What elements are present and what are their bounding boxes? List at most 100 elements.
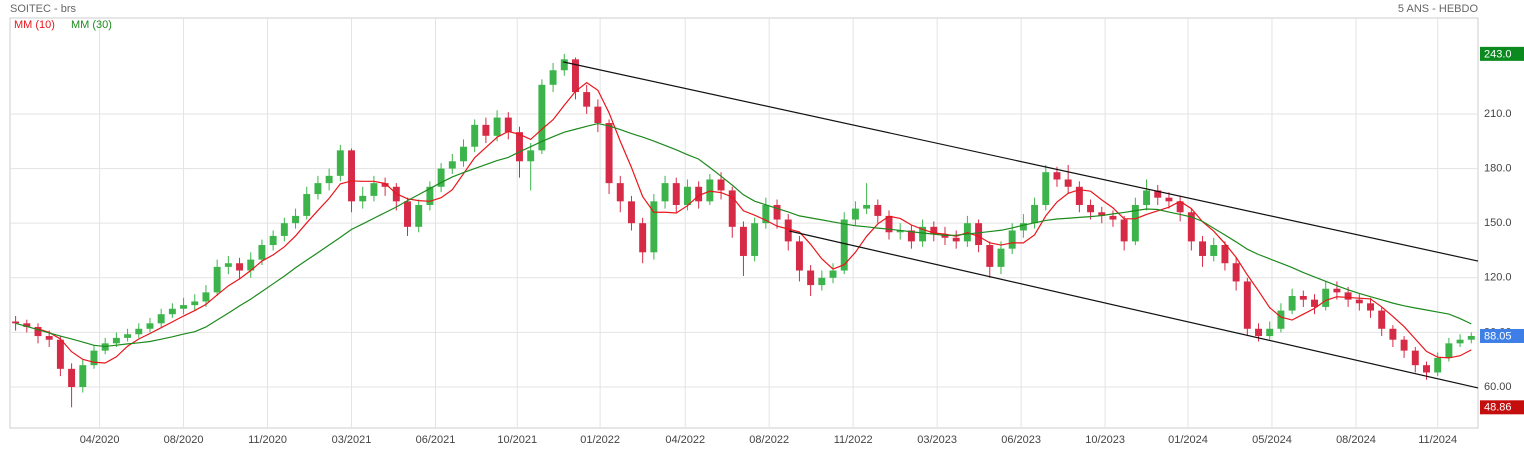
x-tick-label: 05/2024	[1252, 434, 1292, 446]
candle-body	[975, 223, 983, 246]
candle-body	[1131, 204, 1139, 242]
candle-body	[1400, 339, 1408, 351]
candle-body	[79, 365, 87, 388]
price-tag	[1480, 400, 1524, 415]
x-tick-label: 01/2022	[580, 434, 620, 446]
candle-body	[1075, 186, 1083, 205]
x-tick-label: 06/2023	[1001, 434, 1041, 446]
x-tick-label: 10/2023	[1085, 434, 1125, 446]
candle-body	[1098, 212, 1106, 216]
candle-body	[448, 161, 456, 169]
candle-body	[381, 183, 389, 187]
candle-body	[516, 132, 523, 162]
candle-body	[1344, 292, 1352, 300]
candle-body	[1120, 219, 1128, 242]
candle-body	[258, 245, 266, 260]
candle-body	[325, 175, 333, 184]
price-tag-label: 48.86	[1484, 402, 1512, 414]
candle-body	[415, 204, 423, 227]
candle-body	[650, 201, 658, 253]
candle-body	[1311, 299, 1318, 307]
candle-body	[795, 241, 803, 271]
candle-body	[527, 150, 535, 162]
candle-body	[157, 314, 165, 324]
candle-body	[482, 124, 490, 136]
candle-body	[1333, 288, 1341, 293]
x-tick-label: 06/2021	[416, 434, 456, 446]
candle-body	[706, 179, 714, 202]
candle-body	[1176, 201, 1184, 213]
candle-body	[1008, 230, 1016, 249]
candle-body	[1255, 328, 1262, 337]
x-tick-label: 01/2024	[1168, 434, 1208, 446]
candle-body	[594, 106, 602, 124]
candle-body	[1378, 310, 1386, 329]
candle-body	[1232, 263, 1240, 282]
candle-body	[560, 59, 568, 71]
candle-body	[336, 150, 344, 176]
moving-average-line	[15, 122, 1472, 348]
candle-body	[437, 168, 445, 187]
candle-body	[348, 150, 355, 202]
x-tick-label: 04/2020	[80, 434, 120, 446]
candle-body	[303, 194, 311, 216]
candle-body	[549, 70, 557, 85]
candle-body	[1053, 172, 1061, 180]
price-tag	[1480, 328, 1524, 343]
candle-body	[90, 350, 98, 366]
candle-body	[1423, 365, 1430, 373]
candle-body	[12, 321, 20, 324]
y-tick-label: 120.0	[1484, 272, 1512, 284]
candle-body	[1210, 245, 1218, 256]
candle-body	[907, 230, 915, 242]
x-tick-label: 04/2022	[665, 434, 705, 446]
candle-body	[370, 183, 378, 196]
candle-body	[34, 326, 42, 337]
candle-body	[1187, 212, 1195, 242]
candle-body	[717, 179, 725, 191]
candle-body	[1154, 190, 1162, 198]
candle-body	[829, 270, 837, 278]
candle-body	[627, 201, 635, 224]
candle-body	[605, 123, 613, 184]
candle-body	[191, 301, 199, 306]
candle-body	[1355, 299, 1363, 304]
candle-body	[538, 84, 546, 151]
price-tag-label: 243.0	[1484, 48, 1512, 60]
candle-body	[952, 237, 960, 242]
x-tick-label: 11/2022	[834, 434, 873, 446]
candle-body	[1434, 357, 1442, 373]
x-tick-label: 11/2020	[248, 434, 287, 446]
candle-body	[997, 248, 1005, 267]
candle-body	[773, 204, 781, 220]
chart-title: SOITEC - brs	[10, 3, 77, 15]
candle-body	[112, 337, 120, 344]
x-tick-label: 11/2024	[1418, 434, 1457, 446]
candle-body	[1288, 296, 1296, 311]
candle-body	[840, 219, 848, 271]
candle-body	[1221, 245, 1229, 264]
candle-body	[1031, 204, 1039, 224]
candle-body	[762, 204, 770, 224]
x-tick-label: 08/2022	[749, 434, 789, 446]
candle-body	[1199, 241, 1207, 256]
y-tick-label: 180.0	[1484, 162, 1512, 174]
candle-body	[1367, 303, 1374, 311]
candle-body	[1411, 350, 1419, 366]
candle-body	[23, 323, 31, 327]
candle-body	[885, 215, 893, 233]
candle-body	[695, 186, 703, 202]
candle-body	[1064, 179, 1072, 187]
legend-entry: MM (30)	[71, 19, 112, 31]
candle-body	[213, 266, 221, 293]
candle-body	[1019, 223, 1027, 231]
candle-body	[1087, 204, 1095, 213]
candle-body	[168, 308, 176, 315]
candle-body	[493, 117, 501, 136]
candle-body	[639, 223, 647, 253]
candle-body	[1165, 197, 1173, 202]
candle-body	[728, 190, 736, 227]
candle-body	[45, 336, 53, 340]
legend: MM (10) MM (30)	[14, 19, 112, 31]
chart-subtitle: 5 ANS - HEBDO	[1398, 3, 1479, 15]
